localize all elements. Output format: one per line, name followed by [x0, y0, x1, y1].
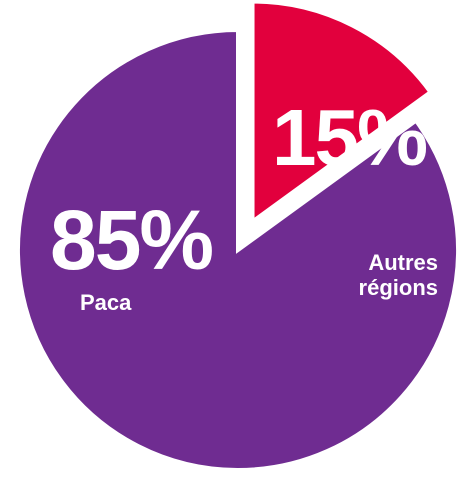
pie-slice	[16, 27, 459, 472]
category-label: Autres régions	[358, 250, 438, 301]
value-label: 85%	[50, 193, 214, 287]
value-label: 15%	[272, 93, 428, 182]
category-label: Paca	[80, 290, 132, 315]
pie-slice	[250, 0, 434, 226]
